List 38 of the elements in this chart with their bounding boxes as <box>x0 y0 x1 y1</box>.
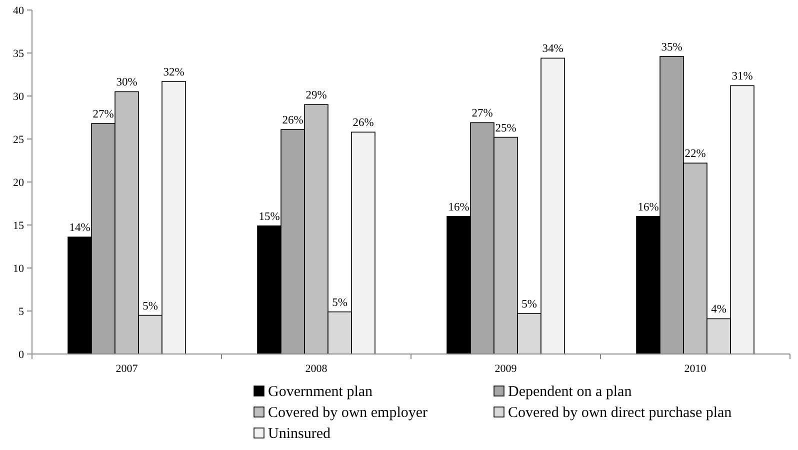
y-tick-label: 5 <box>18 306 24 318</box>
x-tick-label: 2007 <box>116 363 138 375</box>
data-label: 34% <box>542 43 564 56</box>
y-tick-label: 30 <box>13 90 24 103</box>
data-label: 5% <box>522 298 538 311</box>
data-label: 30% <box>116 76 138 89</box>
data-label: 14% <box>69 222 91 234</box>
data-label: 26% <box>282 114 304 127</box>
data-label: 26% <box>352 117 374 130</box>
data-label: 25% <box>495 122 517 134</box>
x-tick-label: 2010 <box>684 363 707 375</box>
y-tick-label: 0 <box>18 348 24 361</box>
data-label: 15% <box>258 210 280 223</box>
legend-label: Dependent on a plan <box>508 384 632 400</box>
y-tick-label: 20 <box>13 176 24 189</box>
data-label: 5% <box>142 300 158 312</box>
data-label: 27% <box>472 108 494 120</box>
data-label: 35% <box>661 41 683 54</box>
y-tick-label: 40 <box>13 4 24 17</box>
data-label: 16% <box>638 201 660 214</box>
legend-label: Government plan <box>268 384 374 400</box>
y-tick-label: 35 <box>13 48 24 60</box>
data-label: 22% <box>684 148 706 160</box>
x-tick-label: 2008 <box>305 363 328 375</box>
data-label: 32% <box>163 66 185 78</box>
legend-label: Covered by own direct purchase plan <box>508 405 732 421</box>
data-label: 29% <box>306 90 328 102</box>
data-label: 31% <box>732 70 754 83</box>
y-tick-label: 10 <box>13 262 24 275</box>
y-tick-label: 25 <box>13 134 24 146</box>
legend-label: Covered by own employer <box>268 405 428 421</box>
data-label: 4% <box>711 304 727 316</box>
data-label: 16% <box>448 201 470 214</box>
y-tick-label: 15 <box>13 220 24 232</box>
data-label: 27% <box>92 108 114 121</box>
data-label: 5% <box>332 296 348 309</box>
x-tick-label: 2009 <box>494 363 518 375</box>
legend-label: Uninsured <box>268 426 331 442</box>
